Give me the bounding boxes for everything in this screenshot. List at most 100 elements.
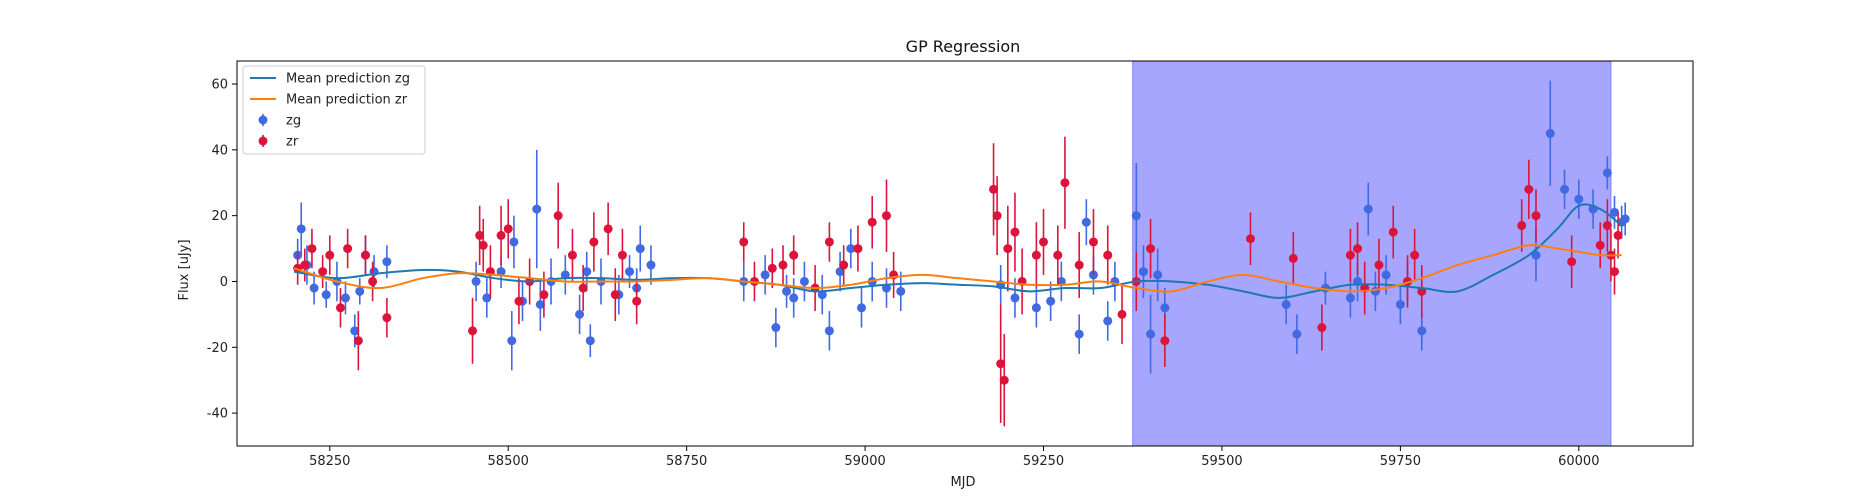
- data-point-zg: [1602, 168, 1612, 178]
- data-point-zg: [771, 323, 781, 333]
- data-point-zr: [789, 250, 799, 260]
- line-mean-prediction-zg: [293, 203, 1623, 299]
- data-point-zr: [468, 326, 478, 336]
- data-point-zg: [625, 267, 635, 277]
- data-point-zg: [835, 267, 845, 277]
- data-point-zr: [368, 276, 378, 286]
- data-point-zg: [635, 244, 645, 254]
- data-point-zr: [307, 244, 317, 254]
- data-point-zg: [582, 267, 592, 277]
- data-point-zr: [503, 224, 513, 234]
- x-axis-label: MJD: [950, 475, 975, 490]
- data-point-zg: [575, 309, 585, 319]
- data-point-zr: [1146, 244, 1156, 254]
- y-tick-label: -20: [207, 341, 228, 356]
- data-point-zg: [1345, 293, 1355, 303]
- data-point-zg: [535, 300, 545, 310]
- plot-area: [293, 61, 1630, 446]
- data-point-zr: [1388, 227, 1398, 237]
- y-axis-label: Flux [uJy]: [177, 239, 192, 300]
- data-point-zr: [617, 250, 627, 260]
- data-point-zg: [646, 260, 656, 270]
- y-tick-label: 20: [211, 209, 228, 224]
- data-point-zg: [471, 276, 481, 286]
- data-point-zg: [782, 286, 792, 296]
- data-point-zr: [1003, 244, 1013, 254]
- y-tick-label: 40: [211, 143, 228, 158]
- data-point-zg: [760, 270, 770, 280]
- data-point-zr: [996, 359, 1006, 369]
- data-point-zr: [475, 230, 485, 240]
- data-point-zr: [496, 230, 506, 240]
- data-point-zr: [300, 260, 310, 270]
- data-point-zg: [1046, 296, 1056, 306]
- data-point-zr: [343, 244, 353, 254]
- legend-label: Mean prediction zg: [286, 72, 410, 87]
- x-tick-label: 58250: [309, 454, 350, 469]
- x-tick-label: 59000: [844, 454, 885, 469]
- data-point-zr: [1103, 250, 1113, 260]
- axes: 58250 58500 58750 59000 59250 59500 59750 60000…: [207, 60, 1694, 469]
- y-tick-label: 0: [220, 275, 228, 290]
- data-point-zr: [353, 336, 363, 346]
- data-point-zg: [532, 204, 542, 214]
- data-point-zg: [1281, 300, 1291, 310]
- data-point-zr: [578, 283, 588, 293]
- data-point-zg: [1081, 217, 1091, 227]
- data-point-zr: [881, 211, 891, 221]
- data-point-zr: [992, 211, 1002, 221]
- data-point-zr: [1517, 221, 1527, 231]
- plot-content: [293, 61, 1630, 446]
- data-point-zg: [799, 276, 809, 286]
- data-point-zg: [1074, 329, 1084, 339]
- x-tick-label: 58500: [488, 454, 529, 469]
- data-point-zr: [999, 375, 1009, 385]
- data-point-zg: [846, 244, 856, 254]
- data-point-zr: [603, 224, 613, 234]
- legend-swatch-marker: [258, 115, 268, 125]
- data-point-zr: [1053, 250, 1063, 260]
- data-point-zg: [1609, 207, 1619, 217]
- data-point-zg: [496, 267, 506, 277]
- data-point-zr: [1531, 211, 1541, 221]
- data-point-zg: [1363, 204, 1373, 214]
- data-point-zr: [1010, 227, 1020, 237]
- data-point-zg: [1056, 276, 1066, 286]
- data-point-zg: [1131, 211, 1141, 221]
- data-point-zr: [318, 267, 328, 277]
- data-point-zg: [1417, 326, 1427, 336]
- data-point-zr: [1609, 267, 1619, 277]
- data-point-zr: [632, 296, 642, 306]
- data-point-zr: [1410, 250, 1420, 260]
- data-point-zr: [335, 303, 345, 313]
- data-point-zg: [296, 224, 306, 234]
- data-point-zg: [1395, 300, 1405, 310]
- data-point-zr: [867, 217, 877, 227]
- data-point-zr: [1245, 234, 1255, 244]
- data-point-zr: [1088, 237, 1098, 247]
- legend: Mean prediction zg Mean prediction zr zg zr: [242, 65, 426, 155]
- data-point-zg: [309, 283, 319, 293]
- data-point-zg: [857, 303, 867, 313]
- x-tick-label: 59250: [1023, 454, 1064, 469]
- data-point-zr: [824, 237, 834, 247]
- line-mean-prediction-zr: [293, 244, 1622, 293]
- y-tick-label: 60: [211, 78, 228, 93]
- data-point-zg: [1160, 303, 1170, 313]
- data-point-zg: [355, 286, 365, 296]
- data-point-zr: [839, 260, 849, 270]
- data-point-zr: [1353, 244, 1363, 254]
- data-point-zr: [1345, 250, 1355, 260]
- data-point-zg: [509, 237, 519, 247]
- data-point-zg: [1010, 293, 1020, 303]
- data-point-zr: [610, 290, 620, 300]
- data-point-zr: [853, 244, 863, 254]
- data-point-zr: [360, 250, 370, 260]
- data-point-zr: [325, 250, 335, 260]
- series-zr: [293, 136, 1623, 427]
- data-point-zg: [1031, 303, 1041, 313]
- chart-title: GP Regression: [906, 37, 1021, 56]
- data-point-zr: [1117, 309, 1127, 319]
- data-point-zg: [817, 290, 827, 300]
- data-point-zr: [539, 290, 549, 300]
